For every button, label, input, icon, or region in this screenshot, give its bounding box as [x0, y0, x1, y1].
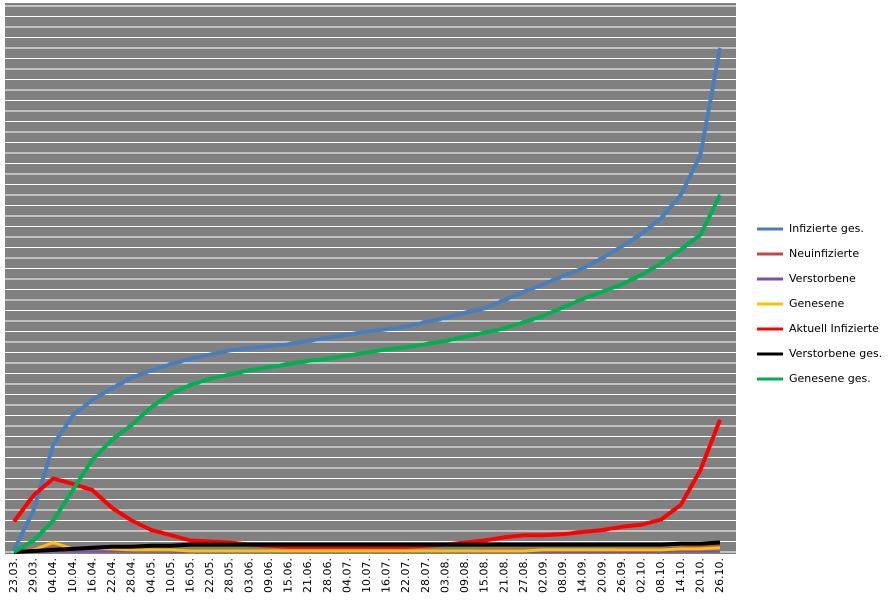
x-tick-label: 26.09.: [615, 558, 628, 593]
x-tick-label: 22.04.: [105, 558, 118, 593]
series-line: [12, 418, 722, 549]
series-line: [12, 194, 722, 554]
x-tick-label: 10.05.: [164, 558, 177, 593]
legend-label: Genesene ges.: [789, 372, 871, 385]
x-tick-label: 16.04.: [85, 558, 98, 593]
x-tick-label: 28.06.: [321, 558, 334, 593]
x-tick-label: 02.10.: [635, 558, 648, 593]
x-tick-label: 15.08.: [478, 558, 491, 593]
x-tick-label: 22.05.: [203, 558, 216, 593]
legend-label: Genesene: [789, 297, 845, 310]
x-tick-label: 21.08.: [497, 558, 510, 593]
legend-label: Neuinfizierte: [789, 247, 859, 260]
x-tick-label: 04.07.: [340, 558, 353, 593]
x-tick-label: 20.09.: [595, 558, 608, 593]
x-tick-label: 03.08.: [438, 558, 451, 593]
x-tick-label: 16.05.: [184, 558, 197, 593]
x-tick-label: 14.09.: [576, 558, 589, 593]
x-tick-label: 28.04.: [125, 558, 138, 593]
x-tick-label: 10.04.: [66, 558, 79, 593]
x-tick-label: 04.05.: [144, 558, 157, 593]
x-tick-label: 14.10.: [674, 558, 687, 593]
x-tick-label: 09.06.: [262, 558, 275, 593]
x-tick-label: 29.03.: [27, 558, 40, 593]
x-tick-label: 09.08.: [458, 558, 471, 593]
series-line: [13, 540, 721, 554]
x-tick-label: 03.06.: [242, 558, 255, 593]
x-tick-label: 23.03.: [7, 558, 20, 593]
x-tick-label: 10.07.: [360, 558, 373, 593]
legend-label: Infizierte ges.: [789, 222, 864, 235]
x-tick-label: 28.05.: [223, 558, 236, 593]
x-tick-label: 26.10.: [713, 558, 726, 593]
x-tick-label: 20.10.: [693, 558, 706, 593]
x-tick-label: 16.07.: [380, 558, 393, 593]
legend-label: Verstorbene: [789, 272, 856, 285]
x-tick-label: 08.10.: [654, 558, 667, 593]
x-tick-label: 28.07.: [419, 558, 432, 593]
x-tick-label: 04.04.: [46, 558, 59, 593]
x-tick-label: 21.06.: [301, 558, 314, 593]
x-tick-label: 15.06.: [282, 558, 295, 593]
x-tick-label: 02.09.: [537, 558, 550, 593]
series-line: [13, 541, 721, 554]
legend-label: Verstorbene ges.: [789, 347, 882, 360]
x-tick-label: 08.09.: [556, 558, 569, 593]
x-tick-label: 27.08.: [517, 558, 530, 593]
legend-label: Aktuell Infizierte: [789, 322, 879, 335]
series-line: [12, 47, 722, 551]
x-tick-label: 22.07.: [399, 558, 412, 593]
